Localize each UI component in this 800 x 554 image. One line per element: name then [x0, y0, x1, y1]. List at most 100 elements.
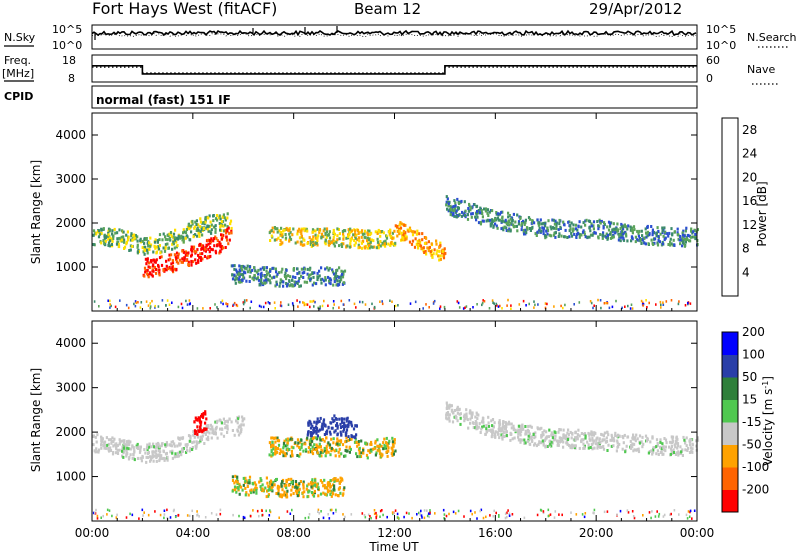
heat-cell — [146, 272, 149, 276]
heat-cell — [353, 243, 356, 247]
heat-cell — [211, 431, 214, 435]
heat-cell — [597, 224, 600, 228]
heat-cell — [396, 512, 399, 516]
y-tick-label: 4000 — [55, 128, 86, 142]
heat-cell — [136, 250, 139, 254]
heat-cell — [593, 231, 596, 234]
heat-cell — [290, 488, 293, 492]
heat-cell — [456, 419, 459, 423]
heat-cell — [656, 443, 659, 447]
heat-cell — [155, 456, 158, 459]
heat-cell — [188, 299, 191, 302]
heat-cell — [552, 233, 556, 237]
heat-cell — [122, 439, 125, 443]
heat-cell — [211, 425, 214, 429]
noise-left-tick-top: 10^5 — [52, 23, 82, 36]
heat-cell — [183, 230, 186, 234]
heat-cell — [500, 219, 504, 223]
heat-cell — [637, 234, 640, 238]
heat-cell — [333, 430, 336, 434]
heat-cell — [530, 435, 533, 439]
heat-cell — [646, 306, 648, 309]
heat-cell — [522, 299, 525, 303]
heat-cell — [507, 219, 510, 223]
heat-cell — [581, 230, 585, 234]
heat-cell — [448, 512, 450, 516]
heat-cell — [205, 424, 208, 428]
heat-cell — [345, 445, 348, 449]
heat-cell — [325, 235, 328, 239]
heat-cell — [133, 233, 136, 237]
heat-cell — [218, 214, 221, 218]
heat-cell — [211, 427, 214, 431]
heat-cell — [360, 451, 363, 455]
heat-cell — [205, 417, 208, 421]
heat-cell — [269, 479, 273, 483]
heat-cell — [371, 447, 374, 451]
heat-cell — [559, 225, 562, 229]
heat-cell — [453, 214, 456, 218]
heat-cell — [200, 414, 203, 418]
heat-cell — [156, 239, 159, 243]
heat-cell — [364, 236, 367, 240]
heat-cell — [125, 451, 128, 455]
heat-cell — [654, 237, 657, 241]
heat-cell — [609, 438, 612, 442]
heat-cell — [297, 490, 300, 494]
heat-cell — [668, 440, 672, 444]
heat-cell — [486, 211, 489, 215]
heat-cell — [238, 264, 241, 268]
heat-cell — [209, 239, 212, 243]
heat-cell — [194, 430, 197, 434]
heat-cell — [215, 513, 218, 516]
heat-cell — [243, 300, 246, 304]
heat-cell — [405, 235, 408, 239]
heat-cell — [348, 450, 351, 454]
heat-cell — [212, 429, 215, 433]
heat-cell — [653, 446, 656, 449]
heat-cell — [166, 299, 169, 302]
heat-cell — [605, 235, 608, 239]
heat-cell — [268, 302, 271, 305]
heat-cell — [292, 284, 295, 288]
heat-cell — [349, 447, 352, 451]
heat-cell — [199, 220, 203, 224]
heat-cell — [198, 416, 201, 420]
heat-cell — [164, 235, 167, 239]
heat-cell — [544, 306, 547, 310]
heat-cell — [463, 515, 465, 518]
heat-cell — [504, 421, 507, 424]
heat-cell — [602, 226, 605, 230]
heat-cell — [196, 228, 199, 231]
heat-cell — [270, 445, 273, 449]
heat-cell — [670, 227, 673, 231]
heat-cell — [640, 299, 643, 303]
heat-cell — [385, 236, 389, 240]
heat-cell — [190, 263, 193, 267]
heat-cell — [284, 236, 288, 240]
heat-cell — [622, 227, 625, 231]
heat-cell — [322, 418, 326, 422]
heat-cell — [109, 449, 113, 452]
heat-cell — [553, 222, 556, 226]
freq-tick-top: 18 — [62, 54, 76, 67]
heat-cell — [633, 228, 636, 232]
heat-cell — [466, 418, 469, 422]
heat-cell — [632, 515, 635, 518]
heat-cell — [206, 238, 209, 242]
heat-cell — [296, 454, 299, 457]
heat-cell — [485, 427, 488, 431]
heat-cell — [139, 448, 142, 452]
heat-cell — [589, 300, 592, 303]
heat-cell — [111, 452, 115, 456]
heat-cell — [651, 510, 653, 513]
heat-cell — [481, 301, 484, 305]
heat-cell — [188, 514, 191, 518]
heat-cell — [199, 428, 202, 432]
heat-cell — [480, 209, 483, 212]
heat-cell — [242, 273, 245, 276]
heat-cell — [462, 415, 466, 419]
heat-cell — [491, 218, 494, 222]
heat-cell — [332, 306, 334, 310]
heat-cell — [454, 204, 457, 208]
